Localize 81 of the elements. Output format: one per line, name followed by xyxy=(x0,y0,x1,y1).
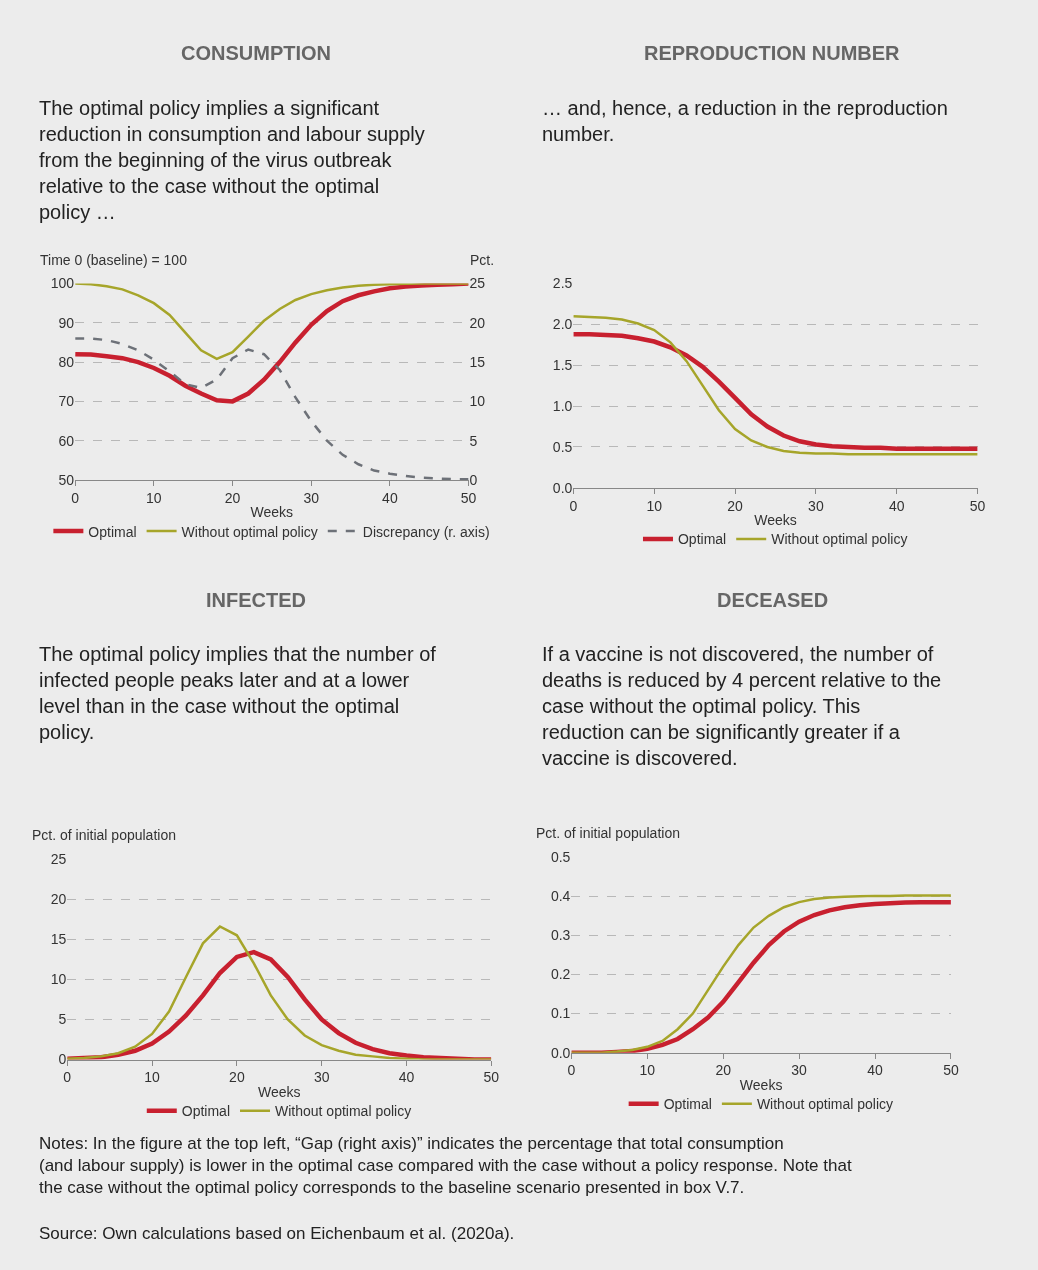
y-tick-label: 0.5 xyxy=(552,438,573,455)
x-axis-title: Weeks xyxy=(739,1076,783,1093)
y-tick-label: 0.0 xyxy=(550,1044,571,1061)
y-axis-title: Pct. of initial population xyxy=(536,825,680,841)
x-axis-title: Weeks xyxy=(258,1083,301,1100)
y-axis-title: Pct. of initial population xyxy=(32,827,176,843)
y-tick-label: 80 xyxy=(58,353,75,370)
x-tick-label: 40 xyxy=(382,489,398,506)
x-axis-title: Weeks xyxy=(754,511,797,528)
x-tick-label: 40 xyxy=(888,497,905,514)
legend-label: Without optimal policy xyxy=(771,531,908,548)
x-tick-label: 20 xyxy=(229,1069,245,1086)
legend-label: Optimal xyxy=(677,531,727,548)
y-tick-label: 2.0 xyxy=(552,316,573,333)
y-axis-title: Time 0 (baseline) = 100 xyxy=(40,252,188,268)
chart-subtitle: The optimal policy implies a significant reduction in consumption and labour supply from the beginning of the virus outbreak relative to the case without the optimal policy … xyxy=(39,97,425,223)
y-tick-label: 60 xyxy=(58,432,75,449)
x-tick-label: 10 xyxy=(144,1069,161,1086)
legend-label: Without optimal policy xyxy=(181,523,318,540)
line-series xyxy=(75,283,469,404)
y-tick-label: 15 xyxy=(50,931,67,948)
legend-label: Without optimal policy xyxy=(756,1096,894,1113)
legend-label: Optimal xyxy=(663,1096,712,1113)
y-tick-label: 0.3 xyxy=(550,927,571,944)
y2-tick-label: 5 xyxy=(469,432,478,449)
y2-tick-label: 20 xyxy=(469,314,486,331)
y-tick-label: 10 xyxy=(50,971,67,988)
x-tick-label: 30 xyxy=(808,497,824,514)
x-tick-label: 40 xyxy=(867,1062,884,1079)
chart-title: DECEASED xyxy=(717,589,829,611)
y2-tick-label: 0 xyxy=(469,471,478,488)
y-tick-label: 70 xyxy=(58,393,75,410)
x-tick-label: 30 xyxy=(313,1069,330,1086)
x-tick-label: 10 xyxy=(146,489,162,506)
x-tick-label: 20 xyxy=(715,1062,732,1079)
y-tick-label: 50 xyxy=(58,471,75,488)
chart-title: REPRODUCTION NUMBER xyxy=(644,42,901,64)
y-tick-label: 0.2 xyxy=(550,966,571,983)
y2-tick-label: 25 xyxy=(469,275,486,292)
legend-label: Without optimal policy xyxy=(275,1103,412,1120)
x-tick-label: 30 xyxy=(303,489,320,506)
x-axis-title: Weeks xyxy=(250,504,294,521)
y2-axis-title: Pct. xyxy=(470,252,495,268)
y-tick-label: 20 xyxy=(50,891,67,908)
y-tick-label: 100 xyxy=(50,275,75,292)
x-tick-label: 10 xyxy=(646,497,663,514)
y-tick-label: 1.0 xyxy=(552,398,573,415)
y-tick-label: 0.0 xyxy=(552,479,573,496)
y-tick-label: 25 xyxy=(50,851,67,868)
x-tick-label: 20 xyxy=(224,489,241,506)
chart-subtitle: If a vaccine is not discovered, the number of deaths is reduced by 4 percent relative to the case without the optimal policy. This reduction can be significantly greater if a vaccine is discovered. xyxy=(542,643,942,769)
line-series xyxy=(75,283,469,361)
y-tick-label: 0.1 xyxy=(550,1005,571,1022)
text: Notes: In the figure at the top left, “Gap (right axis)” indicates the percentage that total consumption (and labour supply) is lower in the optimal case compared with the case without a policy response. Note that the case without the optimal policy corresponds to the baseline scenario presented in box V.7. xyxy=(39,1134,852,1198)
x-tick-label: 50 xyxy=(460,489,477,506)
chart-title: INFECTED xyxy=(206,589,306,611)
y-tick-label: 5 xyxy=(58,1011,67,1028)
y-tick-label: 1.5 xyxy=(552,357,573,374)
x-tick-label: 40 xyxy=(398,1069,415,1086)
y2-tick-label: 15 xyxy=(469,353,486,370)
line-series xyxy=(573,331,978,451)
y-tick-label: 0.5 xyxy=(550,849,571,866)
x-tick-label: 50 xyxy=(943,1062,959,1079)
line-series xyxy=(573,314,978,456)
x-tick-label: 20 xyxy=(727,497,744,514)
y-tick-label: 90 xyxy=(58,314,75,331)
y-tick-label: 0.4 xyxy=(550,888,571,905)
source-note: Source: Own calculations based on Eichenbaum et al. (2020a). xyxy=(39,1224,515,1243)
x-tick-label: 50 xyxy=(483,1069,500,1086)
legend-label: Optimal xyxy=(181,1103,231,1120)
y2-tick-label: 10 xyxy=(469,393,486,410)
x-tick-label: 10 xyxy=(639,1062,656,1079)
chart-subtitle: The optimal policy implies that the number of infected people peaks later and at a lower level than in the case without the optimal policy. xyxy=(39,643,437,743)
legend-label: Optimal xyxy=(88,523,137,540)
x-tick-label: 30 xyxy=(791,1062,808,1079)
y-tick-label: 0 xyxy=(58,1051,67,1068)
chart-title: CONSUMPTION xyxy=(181,42,331,64)
legend-label: Discrepancy (r. axis) xyxy=(362,523,490,540)
y-tick-label: 2.5 xyxy=(552,275,573,292)
chart-subtitle: … and, hence, a reduction in the reproduction number. xyxy=(542,97,948,145)
x-tick-label: 50 xyxy=(969,497,986,514)
